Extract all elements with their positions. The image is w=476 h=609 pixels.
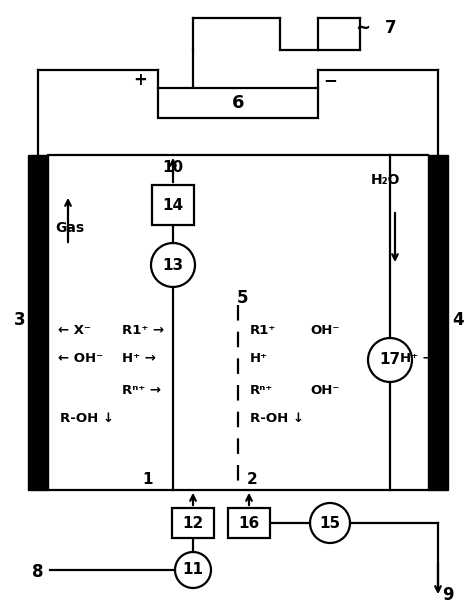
- Text: 8: 8: [32, 563, 44, 581]
- Text: R1⁺: R1⁺: [250, 323, 277, 337]
- Bar: [172, 508, 214, 538]
- Text: 11: 11: [182, 563, 204, 577]
- Text: R-OH ↓: R-OH ↓: [60, 412, 114, 424]
- Text: Rⁿ⁺: Rⁿ⁺: [250, 384, 273, 396]
- Text: H₂: H₂: [430, 258, 447, 272]
- Text: 3: 3: [14, 311, 26, 329]
- Text: 10: 10: [162, 161, 184, 175]
- Text: H₂O: H₂O: [370, 173, 400, 187]
- Text: 14: 14: [162, 197, 184, 213]
- Text: 1: 1: [143, 473, 153, 487]
- Text: 4: 4: [452, 311, 464, 329]
- Text: H⁺ →: H⁺ →: [400, 351, 434, 365]
- Text: OH⁻: OH⁻: [310, 323, 339, 337]
- Text: 6: 6: [232, 94, 244, 112]
- Bar: [428, 155, 448, 490]
- Text: ← X⁻: ← X⁻: [58, 323, 91, 337]
- Text: 15: 15: [319, 515, 340, 530]
- Text: 13: 13: [162, 258, 184, 272]
- Bar: [28, 155, 48, 490]
- Bar: [228, 508, 270, 538]
- Text: ~: ~: [355, 19, 370, 37]
- Text: 5: 5: [236, 289, 248, 307]
- Text: +: +: [133, 71, 147, 89]
- Bar: [158, 88, 318, 118]
- Text: H⁺: H⁺: [250, 351, 268, 365]
- Text: 12: 12: [182, 515, 204, 530]
- Text: Rⁿ⁺ →: Rⁿ⁺ →: [122, 384, 161, 396]
- Text: Gas: Gas: [55, 221, 84, 235]
- Text: 16: 16: [238, 515, 259, 530]
- Text: 17: 17: [379, 353, 401, 367]
- Text: R1⁺ →: R1⁺ →: [122, 323, 164, 337]
- Text: 7: 7: [385, 19, 397, 37]
- Bar: [152, 185, 194, 225]
- Text: 2: 2: [247, 473, 258, 487]
- Text: OH⁻: OH⁻: [310, 384, 339, 396]
- Text: R-OH ↓: R-OH ↓: [250, 412, 304, 424]
- Text: H⁺ →: H⁺ →: [122, 351, 156, 365]
- Text: ← OH⁻: ← OH⁻: [58, 351, 103, 365]
- Text: 9: 9: [442, 586, 454, 604]
- Text: −: −: [323, 71, 337, 89]
